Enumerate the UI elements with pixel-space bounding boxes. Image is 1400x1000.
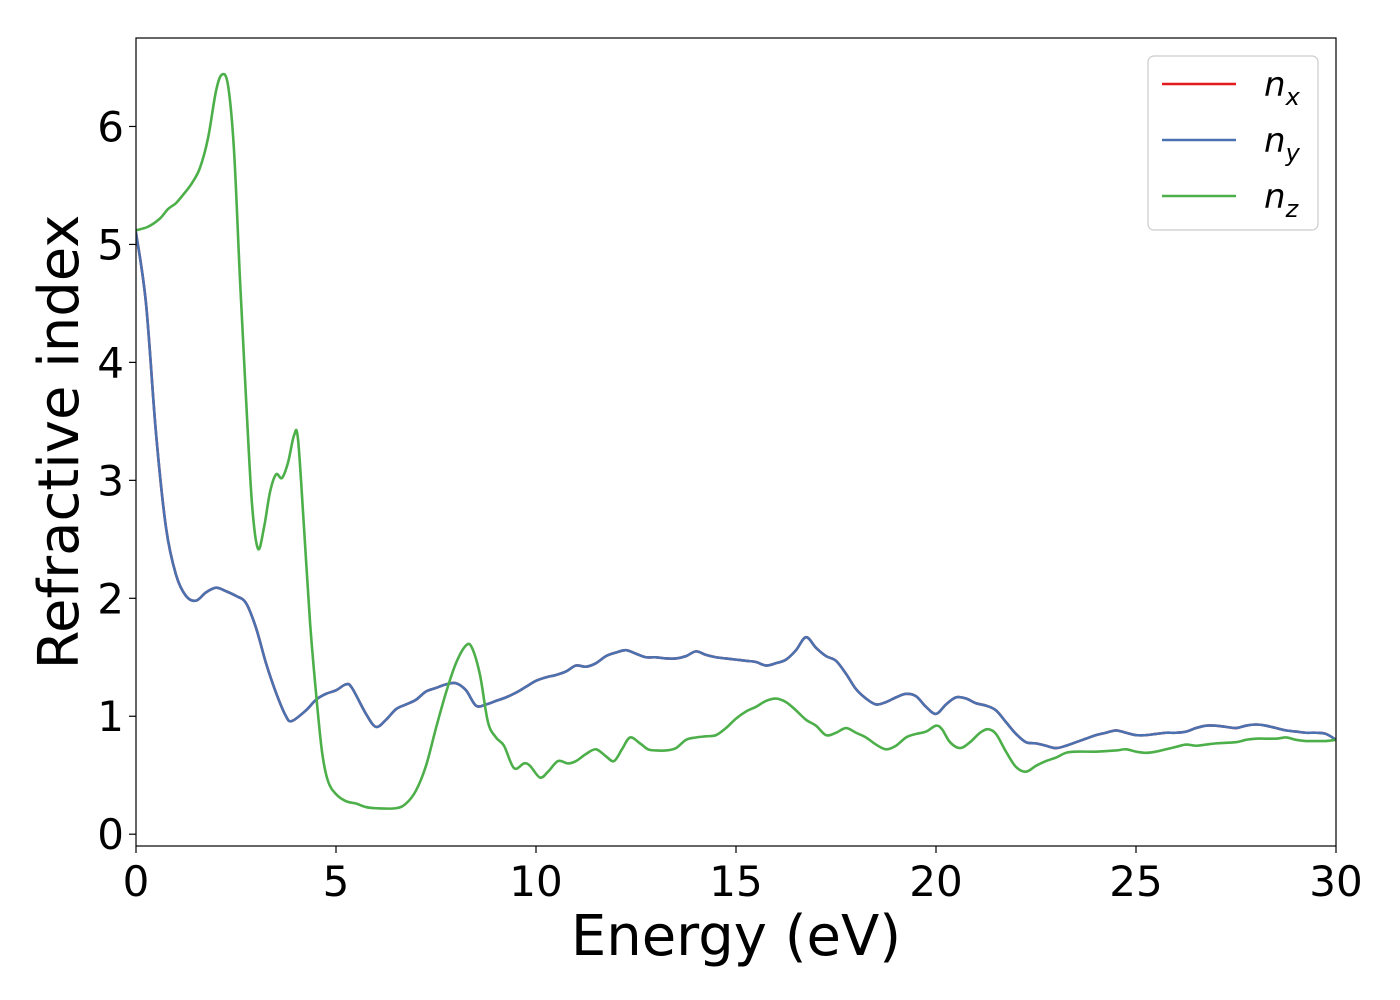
x-tick-label: 0 xyxy=(123,857,150,906)
legend-label-subscript: y xyxy=(1285,139,1301,167)
x-axis-title: Energy (eV) xyxy=(571,904,901,969)
series-layer xyxy=(136,72,1336,810)
legend-label-y: ny xyxy=(1264,121,1301,167)
y-tick-label: 3 xyxy=(97,456,124,505)
legend-label-base: n xyxy=(1264,177,1286,217)
legend-label-subscript: z xyxy=(1285,195,1300,223)
x-tick-label: 25 xyxy=(1109,857,1162,906)
y-tick-label: 4 xyxy=(97,338,124,387)
legend-label-base: n xyxy=(1264,121,1286,161)
y-tick-label: 5 xyxy=(97,220,124,269)
x-tick-label: 20 xyxy=(909,857,962,906)
legend-label-base: n xyxy=(1264,65,1286,105)
y-tick-label: 6 xyxy=(97,102,124,151)
y-tick-label: 1 xyxy=(97,692,124,741)
y-axis: 0 1 2 3 4 5 6 xyxy=(97,102,136,859)
legend-label-subscript: x xyxy=(1285,83,1301,111)
legend-label-x: nx xyxy=(1264,65,1301,111)
legend-box xyxy=(1147,55,1319,231)
x-tick-label: 10 xyxy=(509,857,562,906)
y-tick-label: 2 xyxy=(97,574,124,623)
x-axis: 0 5 10 15 20 25 30 xyxy=(123,846,1363,906)
x-tick-label: 5 xyxy=(323,857,350,906)
legend-label-z: nz xyxy=(1264,177,1300,223)
series-line-y xyxy=(136,231,1336,750)
y-axis-title: Refractive index xyxy=(27,215,92,670)
y-tick-label: 0 xyxy=(97,810,124,859)
x-tick-label: 15 xyxy=(709,857,762,906)
x-tick-label: 30 xyxy=(1309,857,1362,906)
series-line-z xyxy=(136,72,1336,810)
